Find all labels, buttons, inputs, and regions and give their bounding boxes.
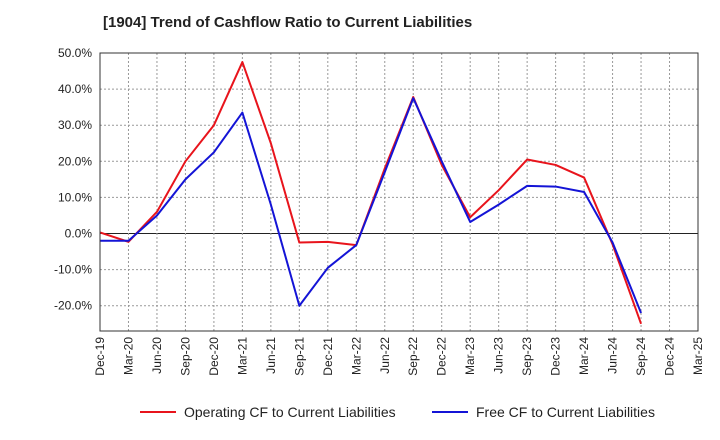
x-tick-label: Mar-21	[235, 337, 249, 375]
y-tick-label: 10.0%	[58, 190, 92, 204]
x-tick-label: Dec-22	[435, 337, 449, 376]
legend-label-operating-cf: Operating CF to Current Liabilities	[184, 404, 396, 420]
y-tick-label: 20.0%	[58, 154, 92, 168]
x-tick-label: Mar-23	[463, 337, 477, 375]
x-tick-label: Dec-24	[663, 337, 677, 376]
x-tick-label: Mar-22	[349, 337, 363, 375]
x-tick-label: Jun-23	[492, 337, 506, 374]
x-tick-label: Jun-21	[264, 337, 278, 374]
x-tick-label: Jun-20	[150, 337, 164, 374]
series-line-free-cf	[100, 97, 642, 314]
plot-frame	[99, 52, 699, 332]
y-tick-label: 30.0%	[58, 118, 92, 132]
x-tick-label: Sep-22	[406, 337, 420, 376]
x-axis-ticks: Dec-19 Mar-20 Jun-20 Sep-20 Dec-20 Mar-21 Jun-…	[93, 337, 705, 376]
legend-swatch-operating-cf	[140, 411, 176, 413]
x-tick-label: Jun-24	[606, 337, 620, 374]
y-tick-label: -10.0%	[54, 263, 92, 277]
x-tick-label: Sep-24	[634, 337, 648, 376]
x-tick-label: Jun-22	[378, 337, 392, 374]
x-tick-label: Mar-20	[121, 337, 135, 375]
y-tick-label: 0.0%	[65, 227, 93, 241]
y-tick-label: 50.0%	[58, 46, 92, 60]
x-tick-label: Dec-19	[93, 337, 107, 376]
x-tick-label: Mar-24	[577, 337, 591, 375]
x-tick-label: Sep-23	[520, 337, 534, 376]
series-lines	[99, 61, 642, 325]
chart-title: [1904] Trend of Cashflow Ratio to Curren…	[103, 14, 473, 31]
y-tick-label: -20.0%	[54, 299, 92, 313]
grid-lines	[100, 52, 698, 331]
x-tick-label: Dec-21	[321, 337, 335, 376]
x-tick-label: Mar-25	[691, 337, 705, 375]
legend-swatch-free-cf	[432, 411, 468, 413]
legend-label-free-cf: Free CF to Current Liabilities	[476, 404, 655, 420]
legend-item-free-cf: Free CF to Current Liabilities	[432, 404, 655, 420]
y-tick-label: 40.0%	[58, 82, 92, 96]
series-line-operating-cf	[99, 61, 642, 325]
x-tick-label: Dec-20	[207, 337, 221, 376]
y-axis-ticks: 50.0% 40.0% 30.0% 20.0% 10.0% 0.0% -10.0% -20.0…	[54, 46, 92, 313]
x-tick-label: Sep-20	[178, 337, 192, 376]
x-tick-label: Dec-23	[549, 337, 563, 376]
x-tick-label: Sep-21	[292, 337, 306, 376]
legend-item-operating-cf: Operating CF to Current Liabilities	[140, 404, 396, 420]
